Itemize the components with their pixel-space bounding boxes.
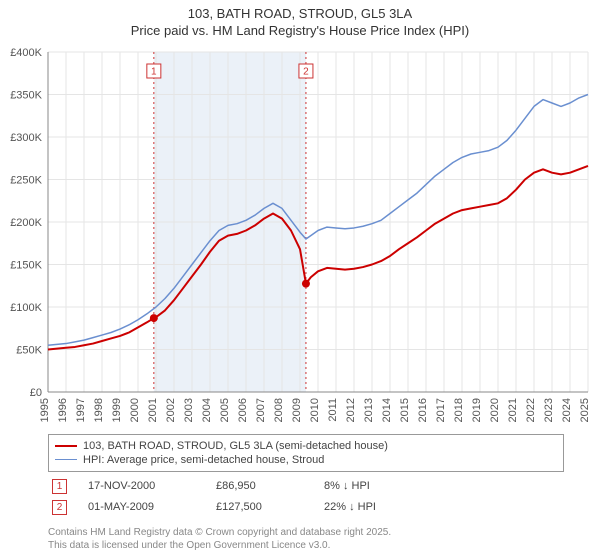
event-date: 17-NOV-2000 [84,476,212,497]
svg-text:£100K: £100K [10,302,42,314]
svg-text:£400K: £400K [10,47,42,59]
svg-text:2012: 2012 [345,398,357,422]
chart-svg: £0 £50K £100K £150K £200K £250K £300K £350K £400… [0,44,600,434]
svg-text:1995: 1995 [39,398,51,422]
svg-text:2025: 2025 [579,398,591,422]
legend-swatch [55,459,77,460]
svg-text:1998: 1998 [93,398,105,422]
chart-plot: £0 £50K £100K £150K £200K £250K £300K £350K £400… [0,44,600,434]
svg-text:2015: 2015 [399,398,411,422]
svg-text:2016: 2016 [417,398,429,422]
footer-line: This data is licensed under the Open Gov… [48,539,564,552]
svg-text:2001: 2001 [147,398,159,422]
svg-text:2003: 2003 [183,398,195,422]
svg-text:2019: 2019 [471,398,483,422]
svg-text:2010: 2010 [309,398,321,422]
event-delta: 8% ↓ HPI [320,476,564,497]
svg-text:£300K: £300K [10,132,42,144]
svg-text:2004: 2004 [201,398,213,422]
svg-text:2013: 2013 [363,398,375,422]
svg-text:1996: 1996 [57,398,69,422]
event-delta: 22% ↓ HPI [320,497,564,518]
svg-text:2017: 2017 [435,398,447,422]
svg-text:2022: 2022 [525,398,537,422]
events-table: 1 17-NOV-2000 £86,950 8% ↓ HPI 2 01-MAY-… [48,476,564,518]
footer-line: Contains HM Land Registry data © Crown c… [48,526,564,539]
svg-text:2021: 2021 [507,398,519,422]
svg-text:£200K: £200K [10,217,42,229]
legend-swatch [55,445,77,447]
footer-attribution: Contains HM Land Registry data © Crown c… [0,522,600,560]
svg-text:1999: 1999 [111,398,123,422]
svg-text:2008: 2008 [273,398,285,422]
svg-text:2009: 2009 [291,398,303,422]
svg-text:2007: 2007 [255,398,267,422]
legend-label: 103, BATH ROAD, STROUD, GL5 3LA (semi-de… [83,440,388,452]
legend-label: HPI: Average price, semi-detached house,… [83,454,324,466]
event-marker: 2 [52,500,67,515]
svg-text:2020: 2020 [489,398,501,422]
legend: 103, BATH ROAD, STROUD, GL5 3LA (semi-de… [48,434,564,472]
event-price: £127,500 [212,497,320,518]
svg-text:2: 2 [303,66,309,77]
legend-item-price-paid: 103, BATH ROAD, STROUD, GL5 3LA (semi-de… [55,439,557,453]
svg-text:2011: 2011 [327,398,339,422]
svg-text:£0: £0 [30,387,42,399]
svg-text:2014: 2014 [381,398,393,422]
svg-text:2005: 2005 [219,398,231,422]
event-marker: 1 [52,479,67,494]
legend-item-hpi: HPI: Average price, semi-detached house,… [55,453,557,467]
svg-text:£250K: £250K [10,174,42,186]
chart-title: 103, BATH ROAD, STROUD, GL5 3LA Price pa… [0,0,600,44]
svg-text:£350K: £350K [10,89,42,101]
svg-text:2023: 2023 [543,398,555,422]
svg-text:2002: 2002 [165,398,177,422]
svg-text:£50K: £50K [16,344,42,356]
table-row: 1 17-NOV-2000 £86,950 8% ↓ HPI [48,476,564,497]
event-price: £86,950 [212,476,320,497]
svg-text:2018: 2018 [453,398,465,422]
title-subtitle: Price paid vs. HM Land Registry's House … [10,23,590,40]
svg-text:1: 1 [151,66,157,77]
svg-text:£150K: £150K [10,259,42,271]
svg-text:1997: 1997 [75,398,87,422]
svg-text:2024: 2024 [561,398,573,422]
event-date: 01-MAY-2009 [84,497,212,518]
svg-text:2000: 2000 [129,398,141,422]
svg-text:2006: 2006 [237,398,249,422]
table-row: 2 01-MAY-2009 £127,500 22% ↓ HPI [48,497,564,518]
title-address: 103, BATH ROAD, STROUD, GL5 3LA [10,6,590,23]
